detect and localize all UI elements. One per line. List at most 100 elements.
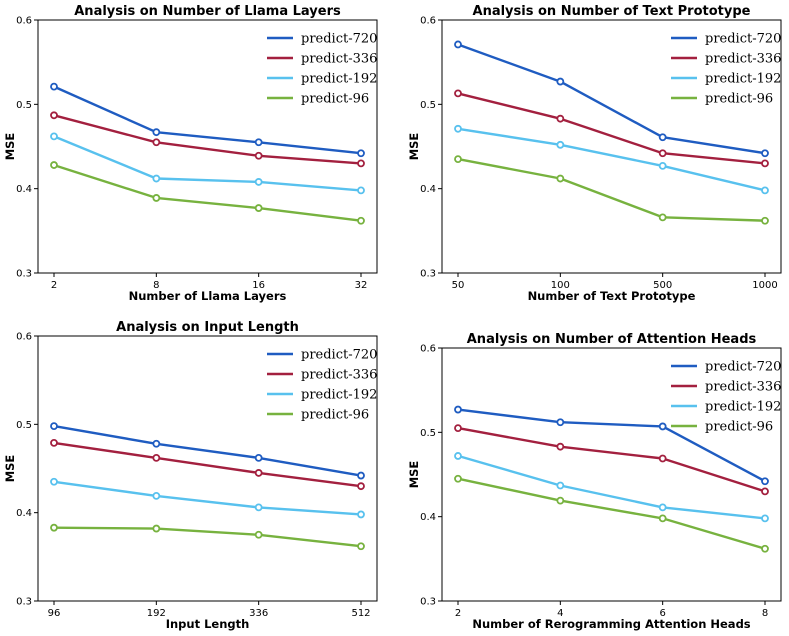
data-point-predict-336 xyxy=(50,438,58,447)
chart-title: Analysis on Input Length xyxy=(116,320,299,335)
data-point-predict-336 xyxy=(761,159,769,168)
x-tick-label: 4 xyxy=(557,608,563,619)
series-line-predict-192 xyxy=(53,135,362,192)
legend-label-predict-96: predict-96 xyxy=(301,408,369,423)
x-axis-label: Number of Llama Layers xyxy=(129,289,287,303)
y-tick-label: 0.3 xyxy=(16,597,32,608)
legend-label-predict-720: predict-720 xyxy=(301,32,377,47)
x-axis-label: Input Length xyxy=(166,617,250,631)
x-axis-label: Number of Text Prototype xyxy=(528,289,696,303)
data-point-predict-720 xyxy=(556,77,565,86)
data-point-predict-336 xyxy=(658,454,667,463)
data-point-predict-336 xyxy=(556,442,565,451)
data-point-predict-192 xyxy=(50,132,58,141)
data-point-predict-336 xyxy=(454,89,462,98)
series-line-predict-336 xyxy=(53,114,362,165)
y-tick-label: 0.6 xyxy=(16,16,32,27)
chart-title: Analysis on Number of Llama Layers xyxy=(74,4,341,19)
data-point-predict-96 xyxy=(658,514,667,523)
data-point-predict-96 xyxy=(357,216,365,225)
y-tick-label: 0.4 xyxy=(420,512,436,523)
data-point-predict-720 xyxy=(357,471,365,480)
plot-area xyxy=(441,19,782,274)
data-point-predict-96 xyxy=(50,523,58,532)
data-point-predict-336 xyxy=(761,487,769,496)
data-point-predict-96 xyxy=(556,496,565,505)
plot-area xyxy=(441,347,782,602)
data-point-predict-96 xyxy=(357,542,365,551)
data-point-predict-720 xyxy=(50,82,58,91)
data-point-predict-336 xyxy=(50,111,58,120)
axis-ticks: 50 100 500 1000 0.3 0.4 0.5 0.6 xyxy=(420,16,778,292)
data-point-predict-96 xyxy=(556,174,565,183)
y-tick-label: 0.4 xyxy=(16,184,32,195)
data-point-predict-96 xyxy=(454,474,462,483)
data-point-predict-336 xyxy=(254,151,263,160)
data-point-predict-336 xyxy=(658,149,667,158)
chart-panel-text-prototype: Analysis on Number of Text Prototype 50 1… xyxy=(407,4,782,303)
legend-label-predict-720: predict-720 xyxy=(705,32,781,47)
plot-area xyxy=(37,335,378,602)
legend-label-predict-192: predict-192 xyxy=(705,400,781,415)
y-tick-label: 0.3 xyxy=(420,597,436,608)
x-tick-label: 100 xyxy=(551,280,570,291)
series-line-predict-192 xyxy=(457,127,766,192)
series-line-predict-96 xyxy=(53,163,362,222)
data-point-predict-192 xyxy=(761,514,769,523)
y-tick-label: 0.3 xyxy=(16,269,32,280)
x-tick-label: 192 xyxy=(147,608,166,619)
y-tick-label: 0.6 xyxy=(420,16,436,27)
chart-panel-llama-layers: Analysis on Number of Llama Layers 2 8 16 3… xyxy=(3,4,378,303)
data-point-predict-192 xyxy=(658,503,667,512)
series-lines xyxy=(454,40,769,225)
legend-label-predict-192: predict-192 xyxy=(301,72,377,87)
y-tick-label: 0.5 xyxy=(420,428,436,439)
x-tick-label: 2 xyxy=(51,280,57,291)
x-tick-label: 50 xyxy=(452,280,465,291)
legend-label-predict-720: predict-720 xyxy=(301,348,377,363)
series-line-predict-96 xyxy=(457,157,766,222)
data-point-predict-720 xyxy=(50,422,58,431)
y-axis-label: MSE xyxy=(3,133,17,161)
legend: predict-720 predict-336 predict-192 predict… xyxy=(671,360,781,435)
data-point-predict-192 xyxy=(152,174,161,183)
data-point-predict-192 xyxy=(556,140,565,149)
data-point-predict-720 xyxy=(556,418,565,427)
data-point-predict-336 xyxy=(254,469,263,477)
series-line-predict-96 xyxy=(457,477,766,550)
x-tick-label: 1000 xyxy=(752,280,777,291)
legend: predict-720 predict-336 predict-192 predict… xyxy=(267,348,377,423)
data-point-predict-96 xyxy=(50,161,58,169)
series-line-predict-192 xyxy=(457,454,766,520)
series-lines xyxy=(50,82,365,225)
data-point-predict-336 xyxy=(357,482,365,491)
data-point-predict-96 xyxy=(761,544,769,553)
y-tick-label: 0.3 xyxy=(420,269,436,280)
data-point-predict-96 xyxy=(152,194,161,202)
y-tick-label: 0.4 xyxy=(420,184,436,195)
legend-label-predict-96: predict-96 xyxy=(301,92,369,107)
legend-label-predict-720: predict-720 xyxy=(705,360,781,375)
data-point-predict-192 xyxy=(556,481,565,490)
data-point-predict-336 xyxy=(357,159,365,168)
chart-title: Analysis on Number of Text Prototype xyxy=(473,4,751,19)
data-point-predict-192 xyxy=(152,491,161,500)
x-tick-label: 336 xyxy=(249,608,268,619)
data-point-predict-96 xyxy=(254,530,263,539)
data-point-predict-192 xyxy=(658,161,667,170)
data-point-predict-96 xyxy=(454,155,462,164)
data-point-predict-192 xyxy=(454,124,462,133)
data-point-predict-96 xyxy=(658,213,667,222)
legend-label-predict-336: predict-336 xyxy=(705,52,781,67)
axis-ticks: 96 192 336 512 0.3 0.4 0.5 0.6 xyxy=(16,332,370,620)
data-point-predict-96 xyxy=(761,216,769,225)
data-point-predict-720 xyxy=(658,133,667,142)
chart-panel-attention-heads: Analysis on Number of Attention Heads 2 4… xyxy=(407,332,782,631)
data-point-predict-720 xyxy=(761,149,769,158)
data-point-predict-192 xyxy=(357,186,365,195)
legend-label-predict-192: predict-192 xyxy=(301,388,377,403)
series-line-predict-336 xyxy=(457,92,766,165)
legend-label-predict-96: predict-96 xyxy=(705,420,773,435)
data-point-predict-192 xyxy=(357,510,365,519)
